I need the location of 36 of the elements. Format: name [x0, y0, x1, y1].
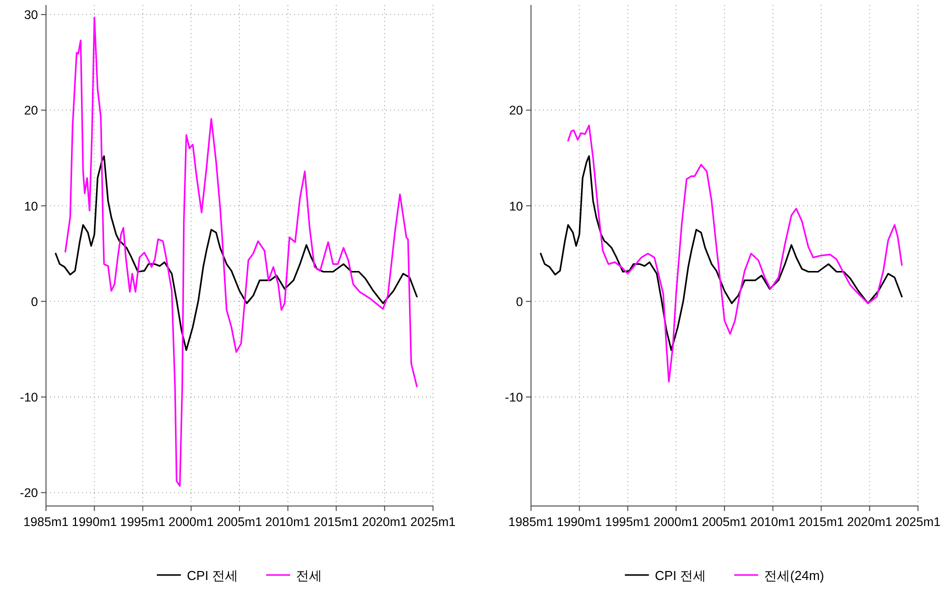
legend-label: 전세(24m) — [764, 568, 824, 583]
x-tick-label: 2015m1 — [314, 515, 359, 529]
x-tick-label: 2020m1 — [847, 515, 892, 529]
x-tick-label: 2000m1 — [168, 515, 214, 529]
x-tick-label: 1995m1 — [120, 515, 166, 529]
y-tick-label: 0 — [516, 294, 524, 309]
x-tick-label: 2025m1 — [410, 515, 456, 529]
y-tick-label: 20 — [509, 104, 524, 118]
y-tick-label: 0 — [31, 294, 38, 309]
x-tick-label: 2005m1 — [702, 515, 748, 529]
line-series — [567, 124, 903, 383]
x-tick-label: 2005m1 — [216, 515, 262, 529]
y-tick-label: -20 — [20, 486, 38, 500]
y-tick-label: 20 — [24, 104, 38, 118]
x-tick-label: 2020m1 — [362, 515, 408, 529]
y-tick-label: -10 — [20, 390, 38, 405]
x-tick-label: 2010m1 — [750, 515, 796, 529]
x-tick-label: 1995m1 — [605, 515, 650, 529]
x-tick-label: 1990m1 — [556, 515, 602, 529]
y-tick-label: 10 — [24, 199, 38, 214]
y-tick-label: 30 — [24, 8, 38, 22]
x-tick-label: 2010m1 — [265, 515, 310, 529]
y-tick-label: -10 — [504, 390, 524, 405]
line-series — [540, 155, 903, 351]
x-tick-label: 1985m1 — [508, 515, 554, 529]
x-tick-label: 1985m1 — [23, 515, 69, 529]
y-tick-label: 10 — [509, 199, 524, 214]
legend-label: 전세 — [296, 568, 322, 583]
legend-label: CPI 전세 — [654, 568, 706, 583]
x-tick-label: 1990m1 — [72, 515, 117, 529]
line-series — [64, 16, 418, 487]
legend-label: CPI 전세 — [186, 568, 238, 583]
line-series — [54, 155, 418, 351]
x-tick-label: 2015m1 — [798, 515, 844, 529]
x-tick-label: 2000m1 — [654, 515, 699, 529]
x-tick-label: 2025m1 — [895, 515, 941, 529]
